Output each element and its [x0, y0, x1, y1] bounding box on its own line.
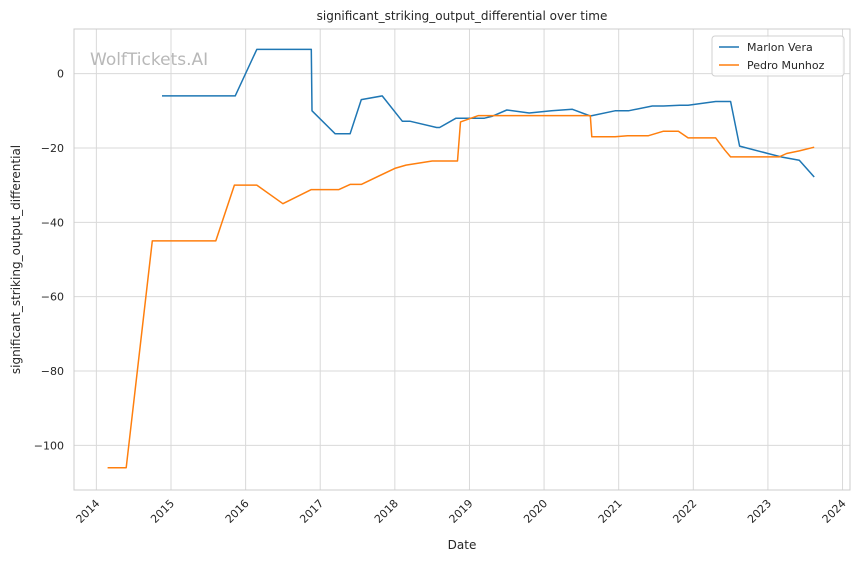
y-axis-title: significant_striking_output_differential: [9, 145, 23, 374]
legend: Marlon Vera Pedro Munhoz: [711, 35, 845, 77]
y-tick-label: 0: [57, 68, 64, 81]
y-tick-label: −80: [41, 365, 64, 378]
series-line-pedro-munhoz: [107, 114, 815, 469]
legend-label: Marlon Vera: [747, 41, 813, 54]
y-tick-labels: 0 −20 −40 −60 −80 −100: [34, 68, 64, 453]
y-tick-label: −20: [41, 142, 64, 155]
grid-lines: [74, 29, 850, 490]
series-lines: [107, 48, 815, 469]
y-tick-label: −40: [41, 216, 64, 229]
watermark-text: WolfTickets.AI: [90, 50, 208, 70]
x-axis-title: Date: [448, 538, 477, 552]
y-tick-label: −100: [34, 439, 64, 452]
series-line-marlon-vera: [162, 48, 815, 178]
legend-label: Pedro Munhoz: [747, 59, 825, 72]
plot-area-frame: [73, 28, 851, 491]
y-tick-label: −60: [41, 291, 64, 304]
legend-box: [711, 35, 845, 77]
chart-title: significant_striking_output_differential…: [317, 9, 608, 23]
